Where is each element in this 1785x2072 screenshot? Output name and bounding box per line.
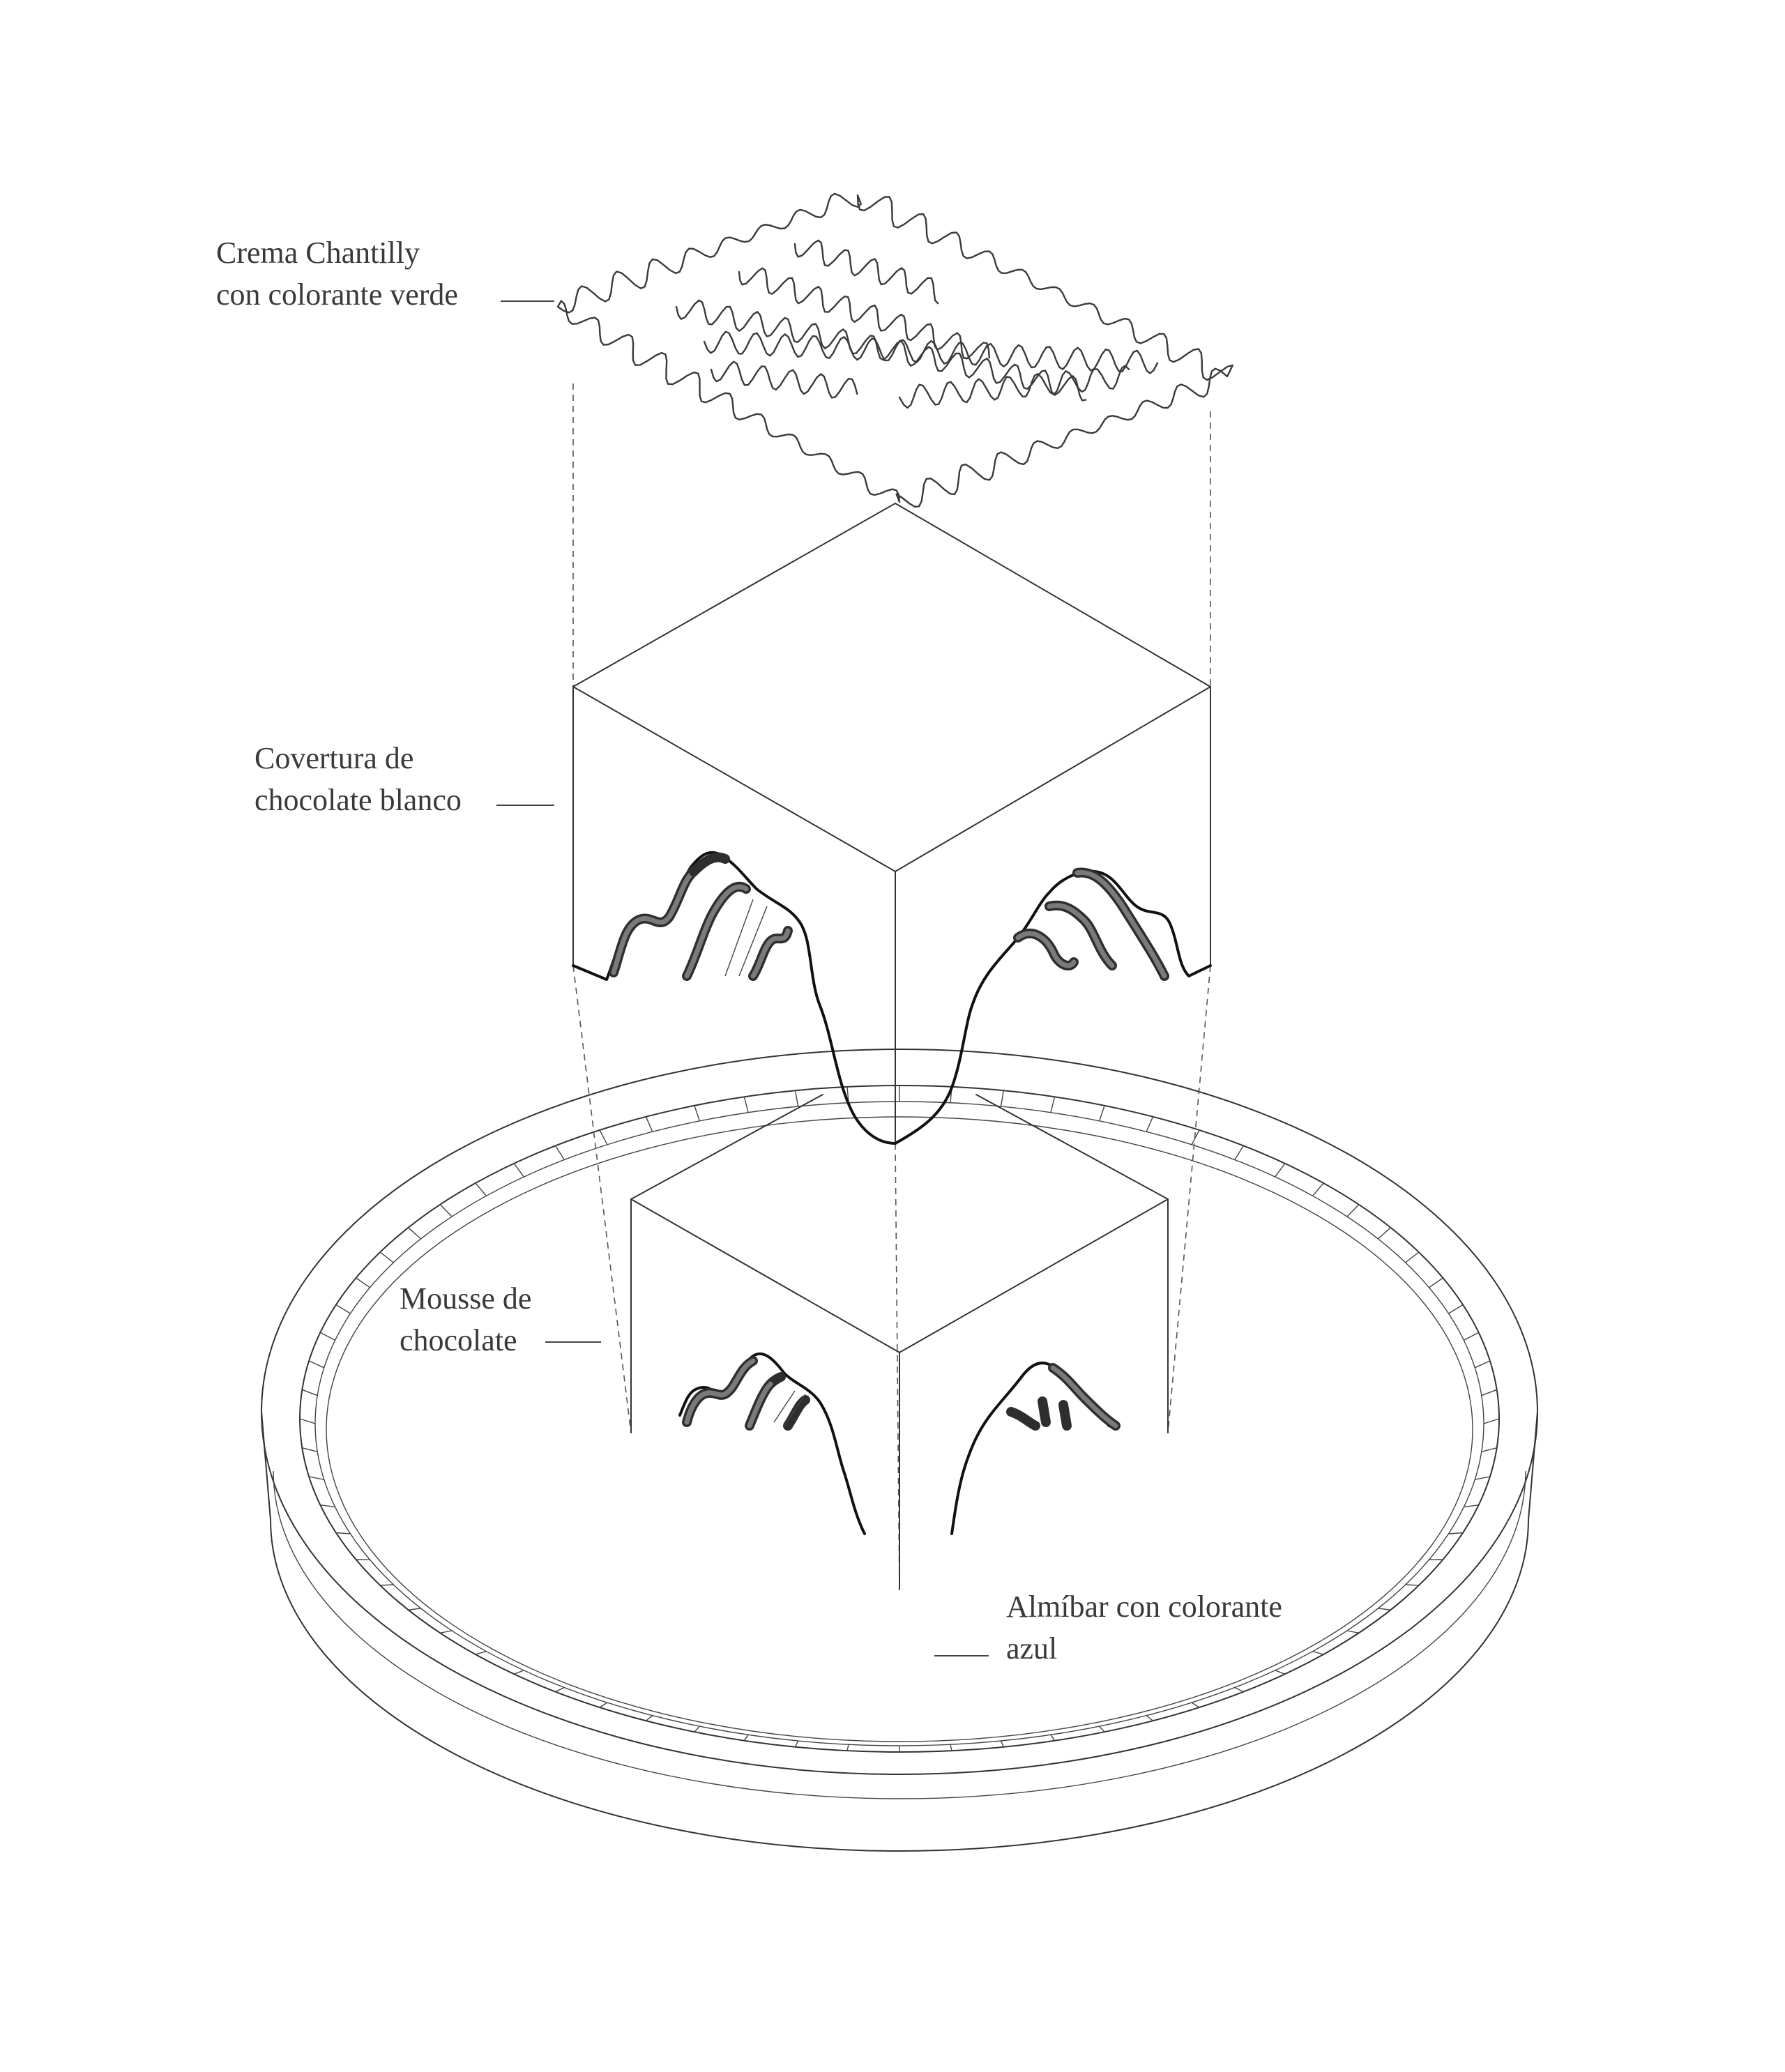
ring-tick bbox=[600, 1130, 607, 1145]
ring-tick bbox=[1313, 1183, 1324, 1196]
ring-tick bbox=[1482, 1389, 1497, 1395]
ring-tick bbox=[300, 1419, 315, 1424]
ring-tick bbox=[336, 1533, 351, 1534]
cream-swirl-line bbox=[899, 366, 1129, 408]
label-line: azul bbox=[1006, 1628, 1282, 1670]
ring-tick bbox=[514, 1164, 524, 1177]
ring-tick bbox=[1378, 1228, 1390, 1239]
ring-tick bbox=[1429, 1278, 1443, 1288]
ring-tick bbox=[1146, 1117, 1153, 1132]
ring-tick bbox=[1449, 1305, 1464, 1314]
ring-tick bbox=[796, 1090, 798, 1106]
ring-tick bbox=[1275, 1670, 1285, 1674]
ring-tick bbox=[476, 1183, 487, 1196]
ring-tick bbox=[1001, 1741, 1004, 1747]
ring-tick bbox=[744, 1097, 748, 1112]
white-chocolate-cube bbox=[573, 503, 1210, 1143]
ring-tick bbox=[646, 1716, 653, 1721]
cream-swirl-line bbox=[676, 300, 1086, 401]
label-line: Mousse de bbox=[400, 1278, 531, 1320]
label-line: Almíbar con colorante bbox=[1006, 1586, 1282, 1628]
cream-swirl-line bbox=[711, 362, 857, 398]
label-blue-syrup: Almíbar con colorante azul bbox=[1006, 1586, 1282, 1670]
leader-lines bbox=[496, 301, 989, 1656]
guide-lines bbox=[573, 383, 1210, 1590]
ring-tick bbox=[1406, 1252, 1419, 1263]
ring-tick bbox=[514, 1670, 524, 1674]
ring-tick bbox=[1378, 1608, 1390, 1610]
ring-tick bbox=[1235, 1687, 1244, 1691]
ring-tick bbox=[320, 1505, 335, 1507]
label-line: chocolate bbox=[400, 1320, 531, 1362]
ring-tick bbox=[309, 1477, 324, 1479]
ring-tick bbox=[356, 1278, 370, 1288]
ring-tick bbox=[950, 1744, 952, 1751]
ring-tick bbox=[380, 1252, 393, 1263]
ring-tick bbox=[796, 1741, 798, 1747]
label-white-chocolate-coating: Covertura de chocolate blanco bbox=[255, 738, 462, 821]
ring-tick bbox=[1100, 1106, 1105, 1121]
ring-tick bbox=[1051, 1097, 1055, 1112]
ring-tick bbox=[556, 1687, 565, 1691]
ring-tick bbox=[409, 1608, 421, 1610]
ring-tick bbox=[744, 1735, 748, 1740]
label-line: con colorante verde bbox=[216, 274, 458, 316]
ring-tick bbox=[1192, 1702, 1199, 1707]
ring-tick bbox=[302, 1389, 317, 1395]
ring-tick bbox=[1464, 1332, 1478, 1340]
cream-swirl-line bbox=[704, 332, 1157, 374]
ring-tick bbox=[694, 1726, 700, 1732]
ring-tick bbox=[1482, 1448, 1497, 1452]
ring-tick bbox=[320, 1332, 335, 1340]
ring-tick bbox=[309, 1361, 324, 1368]
ring-tick bbox=[1146, 1716, 1153, 1721]
ring-tick bbox=[1313, 1652, 1324, 1654]
label-line: chocolate blanco bbox=[255, 779, 462, 821]
ring-tick bbox=[1100, 1726, 1105, 1732]
label-chantilly-cream: Crema Chantilly con colorante verde bbox=[216, 232, 458, 316]
chantilly-cream-layer bbox=[558, 194, 1233, 507]
ring-tick bbox=[600, 1702, 607, 1707]
ring-tick bbox=[1464, 1505, 1478, 1507]
cream-swirl-line bbox=[795, 241, 938, 303]
label-chocolate-mousse: Mousse de chocolate bbox=[400, 1278, 531, 1362]
label-line: Covertura de bbox=[255, 738, 462, 779]
ring-tick bbox=[1475, 1361, 1490, 1368]
ring-tick bbox=[1484, 1419, 1499, 1424]
ring-tick bbox=[476, 1652, 487, 1654]
ring-tick bbox=[646, 1117, 653, 1132]
ring-tick bbox=[1001, 1090, 1004, 1106]
ring-tick bbox=[1051, 1735, 1055, 1740]
ring-tick bbox=[1449, 1533, 1464, 1534]
ring-tick bbox=[694, 1106, 700, 1121]
ring-tick bbox=[847, 1744, 849, 1751]
ring-tick bbox=[440, 1631, 452, 1633]
ring-tick bbox=[1475, 1477, 1490, 1479]
ring-tick bbox=[1347, 1205, 1359, 1217]
ring-tick bbox=[1235, 1145, 1244, 1159]
label-line: Crema Chantilly bbox=[216, 232, 458, 274]
ring-tick bbox=[336, 1305, 351, 1314]
chocolate-mousse-cube bbox=[631, 1095, 1168, 1590]
ring-tick bbox=[556, 1145, 565, 1159]
ring-tick bbox=[440, 1205, 452, 1217]
ring-tick bbox=[302, 1448, 317, 1452]
ring-tick bbox=[1347, 1631, 1359, 1633]
ring-tick bbox=[1275, 1164, 1285, 1177]
ring-tick bbox=[409, 1228, 421, 1239]
